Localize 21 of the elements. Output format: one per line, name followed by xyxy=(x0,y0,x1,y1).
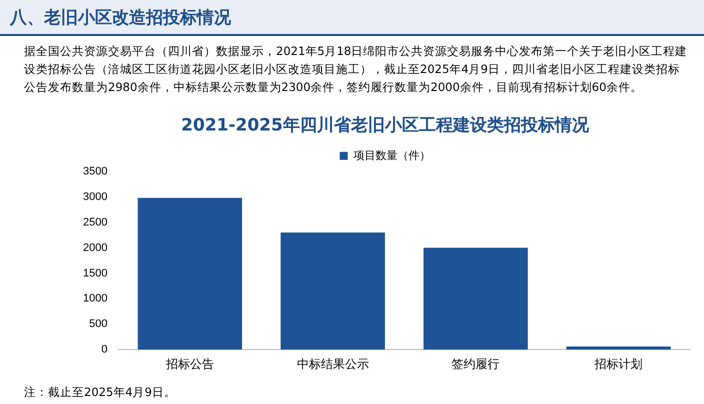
bar xyxy=(280,232,385,350)
text: 八、老旧小区改造招投标情况 xyxy=(10,7,231,29)
x-tick-label: 中标结果公示 xyxy=(296,357,369,372)
y-tick-label: 2000 xyxy=(82,242,108,254)
y-tick-label: 3500 xyxy=(82,165,108,178)
x-tick-label: 招标计划 xyxy=(594,357,643,372)
y-tick-label: 1000 xyxy=(82,292,108,305)
legend-label: 项目数量（件） xyxy=(353,150,430,162)
y-tick-label: 500 xyxy=(89,318,108,330)
y-tick-label: 3000 xyxy=(82,190,108,203)
y-tick-label: 1500 xyxy=(82,267,108,280)
x-tick-label: 签约履行 xyxy=(452,357,500,372)
bar xyxy=(424,248,528,350)
bar xyxy=(566,346,671,350)
y-tick-label: 2500 xyxy=(82,216,108,228)
y-tick-label: 0 xyxy=(101,344,108,356)
chart-title: 2021-2025年四川省老旧小区工程建设类招投标情况 xyxy=(181,116,590,136)
bar xyxy=(138,198,242,350)
text: 据全国公共资源交易平台（四川省）数据显示，2021年5月18日绵阳市公共资源交易服务中心发布第一个关于老旧小区工程建设类招标公告（涪城区工区街道花园小区老旧小区改造项目施工），截止至2025年4月9日，四川省老旧小区工程建设类招标公告发布数量为2980余件，中标结果公示数量为2300余件，签约履行数量为2000余件，目前现有招标计划60余件。 xyxy=(24,43,688,96)
text: 注：截止至2025年4月9日。 xyxy=(24,385,176,400)
x-tick-label: 招标公告 xyxy=(164,357,214,372)
